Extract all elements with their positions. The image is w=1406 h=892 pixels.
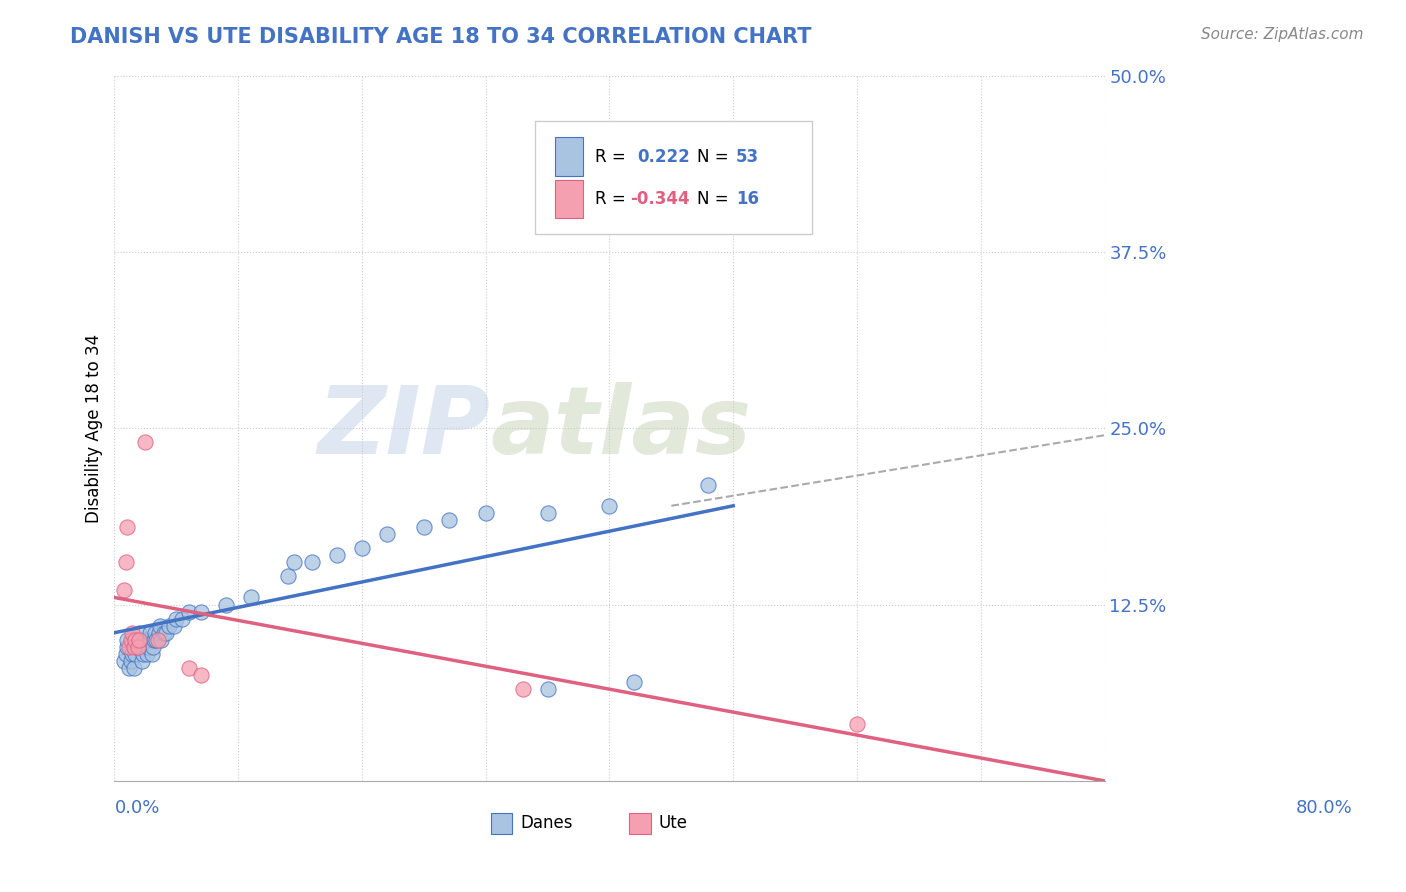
Point [114,647,136,661]
Bar [630,813,651,834]
Text: Danes: Danes [520,814,572,832]
Point [128,632,150,647]
Point [134,435,156,450]
Text: atlas: atlas [491,382,752,475]
Text: N =: N = [696,148,734,166]
Point [177,661,200,675]
Point [598,499,620,513]
Point [142,640,165,654]
Point [149,618,172,632]
Point [155,625,177,640]
Point [139,625,162,640]
Point [697,477,720,491]
Bar [555,179,582,219]
Point [412,520,434,534]
Bar [555,137,582,176]
Point [124,647,146,661]
Point [122,640,145,654]
Text: 16: 16 [737,190,759,208]
Point [301,555,323,569]
Point [124,632,146,647]
Point [157,618,180,632]
Point [350,541,373,555]
Text: Source: ZipAtlas.com: Source: ZipAtlas.com [1201,27,1364,42]
Point [326,548,349,562]
Point [115,520,138,534]
Point [190,668,212,682]
Point [846,717,869,731]
Point [118,661,141,675]
Point [150,632,173,647]
Point [143,625,166,640]
Point [177,605,200,619]
Point [132,640,155,654]
Point [112,583,135,598]
Point [239,591,262,605]
Text: 0.222: 0.222 [637,148,690,166]
Point [163,618,186,632]
Point [146,632,169,647]
Point [474,506,496,520]
Point [136,640,159,654]
Y-axis label: Disability Age 18 to 34: Disability Age 18 to 34 [86,334,103,523]
Bar [491,813,512,834]
Point [122,632,145,647]
Point [114,555,136,569]
Point [190,605,212,619]
Point [120,654,142,668]
Point [118,640,141,654]
Point [375,527,398,541]
Point [120,632,142,647]
Point [215,598,238,612]
Text: 53: 53 [737,148,759,166]
Point [127,640,149,654]
Point [112,654,135,668]
Point [623,675,645,690]
Text: 80.0%: 80.0% [1295,798,1353,816]
Text: N =: N = [696,190,734,208]
Point [143,632,166,647]
Point [277,569,299,583]
Text: ZIP: ZIP [318,382,491,475]
Text: R =: R = [595,190,631,208]
Point [172,612,194,626]
Point [165,612,187,626]
Point [128,625,150,640]
Point [141,647,163,661]
FancyBboxPatch shape [536,121,813,235]
Point [134,632,156,647]
Text: 0.0%: 0.0% [114,798,160,816]
Text: DANISH VS UTE DISABILITY AGE 18 TO 34 CORRELATION CHART: DANISH VS UTE DISABILITY AGE 18 TO 34 CO… [70,27,811,46]
Point [536,682,558,697]
Text: R =: R = [595,148,631,166]
Point [437,513,460,527]
Point [127,632,149,647]
Point [121,625,143,640]
Point [148,625,170,640]
Point [132,647,155,661]
Point [121,647,143,661]
Point [122,661,145,675]
Point [283,555,305,569]
Point [145,632,167,647]
Point [115,640,138,654]
Point [131,654,153,668]
Text: Ute: Ute [659,814,688,832]
Point [115,632,138,647]
Text: -0.344: -0.344 [630,190,690,208]
Point [536,506,558,520]
Point [512,682,534,697]
Point [135,647,157,661]
Point [138,632,160,647]
Point [125,640,148,654]
Point [153,625,176,640]
